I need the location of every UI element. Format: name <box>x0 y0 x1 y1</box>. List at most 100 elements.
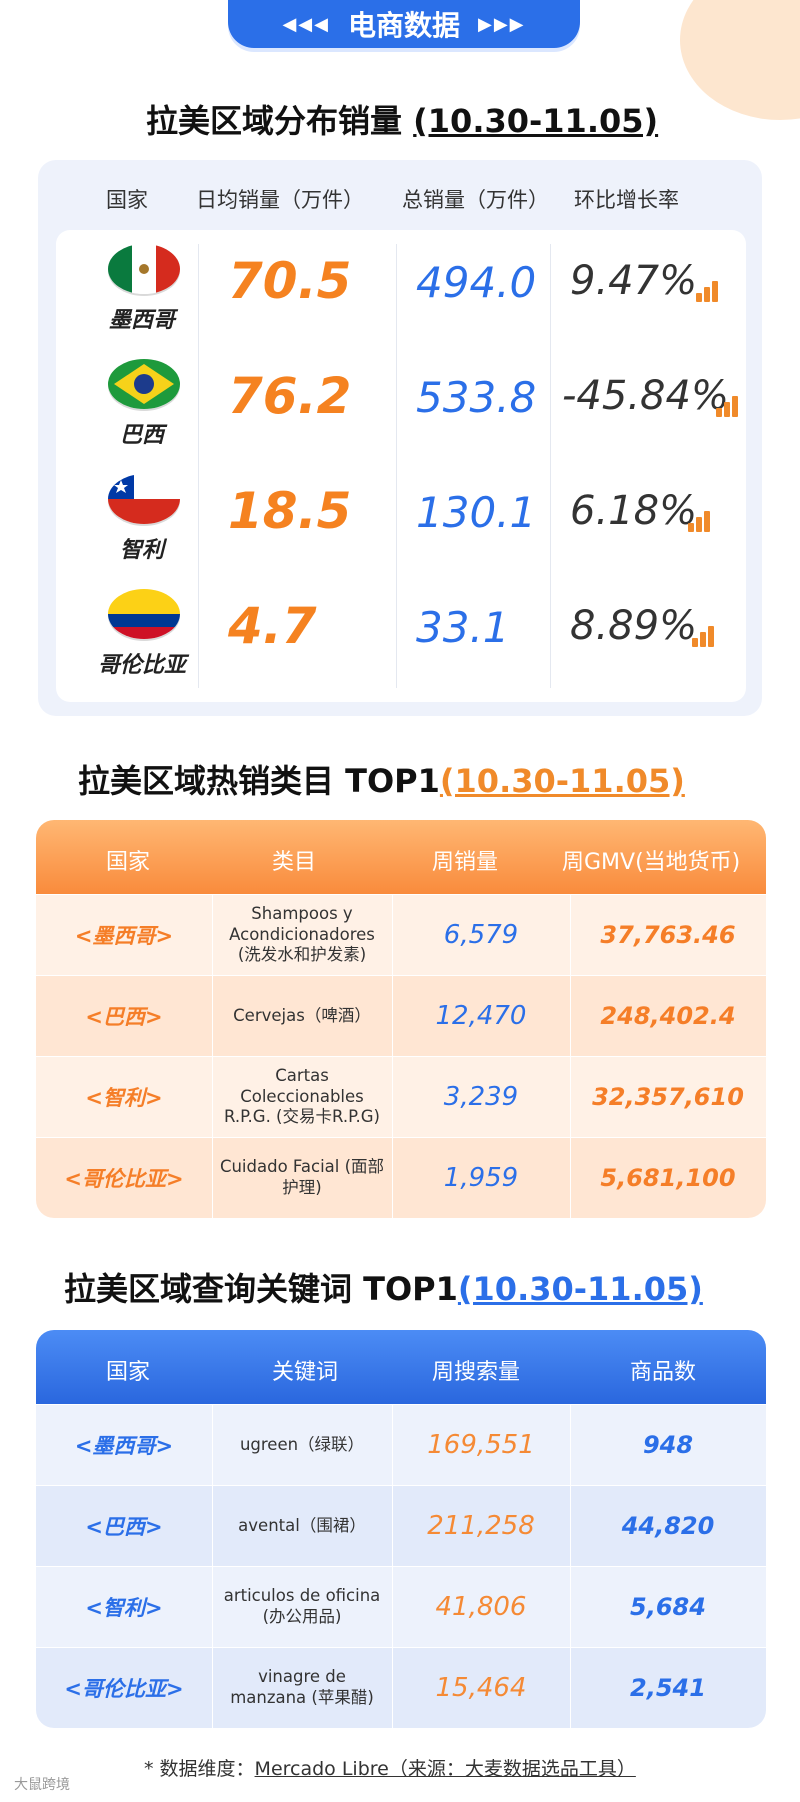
section1-range: (10.30-11.05) <box>413 102 659 140</box>
header-total-sales: 总销量（万件） <box>402 188 549 212</box>
growth-rate-value: -45.84% <box>562 373 729 419</box>
section2-title-text: 拉美区域热销类目 TOP1 <box>78 762 440 800</box>
country-name: 智利 <box>119 538 164 563</box>
section3-title-text: 拉美区域查询关键词 TOP1 <box>64 1270 458 1308</box>
section3-range: (10.30-11.05) <box>457 1270 703 1308</box>
daily-sales-value: 76.2 <box>228 367 352 425</box>
trend-icon <box>714 391 740 417</box>
sales-row: 墨西哥 70.5 494.0 9.47% <box>56 230 746 345</box>
search-keyword-header: 国家 关键词 周搜索量 商品数 <box>36 1330 766 1404</box>
country-cell: <巴西> <box>85 1005 163 1029</box>
header-weekly-searches: 周搜索量 <box>432 1360 521 1385</box>
header-growth-rate: 环比增长率 <box>574 188 679 212</box>
product-count-cell: 2,541 <box>630 1674 706 1702</box>
table-row: <哥伦比亚> vinagre de manzana (苹果醋) 15,464 2… <box>36 1647 766 1728</box>
header-product-count: 商品数 <box>630 1360 697 1385</box>
section3-title: 拉美区域查询关键词 TOP1(10.30-11.05) <box>64 1264 703 1310</box>
data-source-note: * 数据维度：Mercado Libre（来源：大麦数据选品工具） <box>144 1754 636 1781</box>
watermark: 大鼠跨境 <box>14 1777 70 1793</box>
weekly-searches-cell: 211,258 <box>427 1511 535 1541</box>
weekly-sales-cell: 3,239 <box>443 1082 519 1112</box>
chile-flag-icon <box>108 474 180 524</box>
weekly-searches-cell: 41,806 <box>435 1592 527 1622</box>
product-count-cell: 948 <box>642 1431 694 1459</box>
trend-up-icon <box>694 276 720 302</box>
header-keyword: 关键词 <box>272 1360 339 1385</box>
table-row: <墨西哥> ugreen（绿联） 169,551 948 <box>36 1404 766 1485</box>
product-count-cell: 5,684 <box>630 1593 706 1621</box>
category-cell: Cuidado Facial (面部护理) <box>219 1157 385 1197</box>
section1-title-text: 拉美区域分布销量 <box>146 102 414 140</box>
header-daily-sales: 日均销量（万件） <box>196 188 364 212</box>
weekly-sales-cell: 1,959 <box>443 1163 519 1193</box>
left-arrows-icon: ◀◀◀ <box>282 13 330 35</box>
banner-title: 电商数据 <box>347 9 460 42</box>
growth-rate-value: 9.47% <box>570 258 698 304</box>
mexico-flag-icon <box>108 244 180 294</box>
header-banner: ◀◀◀ 电商数据 ▶▶▶ <box>228 0 580 48</box>
category-cell: Cartas Coleccionables R.P.G. (交易卡R.P.G) <box>224 1066 380 1127</box>
header-weekly-gmv: 周GMV(当地货币) <box>562 850 741 875</box>
sales-table-header: 国家 日均销量（万件） 总销量（万件） 环比增长率 <box>38 184 762 214</box>
corner-decoration <box>680 0 800 120</box>
category-cell: Shampoos y Acondicionadores (洗发水和护发素) <box>229 904 375 965</box>
colombia-flag-icon <box>108 589 180 639</box>
country-cell: <哥伦比亚> <box>64 1677 184 1701</box>
daily-sales-value: 4.7 <box>228 597 317 655</box>
trend-up-icon <box>690 621 716 647</box>
weekly-searches-cell: 15,464 <box>435 1673 527 1703</box>
right-arrows-icon: ▶▶▶ <box>478 13 526 35</box>
keyword-cell: ugreen（绿联） <box>239 1434 365 1454</box>
header-country: 国家 <box>106 1360 151 1385</box>
country-cell: <巴西> <box>85 1515 163 1539</box>
keyword-cell: articulos de oficina (办公用品) <box>223 1586 381 1626</box>
keyword-cell: vinagre de manzana (苹果醋) <box>230 1667 374 1707</box>
footer-prefix: * 数据维度： <box>144 1758 255 1780</box>
daily-sales-value: 70.5 <box>228 252 352 310</box>
country-cell: <墨西哥> <box>74 924 174 948</box>
sales-row: 哥伦比亚 4.7 33.1 8.89% <box>56 575 746 690</box>
table-row: <巴西> avental（围裙） 211,258 44,820 <box>36 1485 766 1566</box>
weekly-gmv-cell: 37,763.46 <box>600 921 736 949</box>
daily-sales-value: 18.5 <box>228 482 352 540</box>
country-name: 哥伦比亚 <box>97 653 186 678</box>
search-keyword-rows: <墨西哥> ugreen（绿联） 169,551 948 <巴西> aventa… <box>36 1404 766 1728</box>
country-cell: <智利> <box>85 1086 163 1110</box>
table-row: <智利> Cartas Coleccionables R.P.G. (交易卡R.… <box>36 1056 766 1137</box>
brazil-flag-icon <box>108 359 180 409</box>
sales-table-body: 墨西哥 70.5 494.0 9.47% 巴西 76.2 533.8 -45.8… <box>56 230 746 702</box>
weekly-searches-cell: 169,551 <box>427 1430 535 1460</box>
category-cell: Cervejas（啤酒） <box>233 1005 371 1025</box>
country-name: 巴西 <box>119 423 164 448</box>
header-weekly-sales: 周销量 <box>432 850 499 875</box>
column-divider <box>198 244 199 688</box>
growth-rate-value: 8.89% <box>570 603 698 649</box>
column-divider <box>550 244 551 688</box>
sales-row: 智利 18.5 130.1 6.18% <box>56 460 746 575</box>
weekly-gmv-cell: 5,681,100 <box>600 1164 736 1192</box>
total-sales-value: 533.8 <box>416 373 537 422</box>
hot-category-rows: <墨西哥> Shampoos y Acondicionadores (洗发水和护… <box>36 894 766 1218</box>
hot-category-table: 国家 类目 周销量 周GMV(当地货币) <墨西哥> Shampoos y Ac… <box>36 820 766 1218</box>
table-row: <巴西> Cervejas（啤酒） 12,470 248,402.4 <box>36 975 766 1056</box>
table-row: <墨西哥> Shampoos y Acondicionadores (洗发水和护… <box>36 894 766 975</box>
section2-range: (10.30-11.05) <box>439 762 685 800</box>
weekly-sales-cell: 6,579 <box>443 920 519 950</box>
weekly-gmv-cell: 32,357,610 <box>592 1083 744 1111</box>
section2-title: 拉美区域热销类目 TOP1(10.30-11.05) <box>78 756 685 802</box>
weekly-sales-cell: 12,470 <box>435 1001 527 1031</box>
sales-distribution-card: 国家 日均销量（万件） 总销量（万件） 环比增长率 墨西哥 70.5 494.0… <box>38 160 762 716</box>
footer-source: Mercado Libre（来源：大麦数据选品工具） <box>254 1758 636 1780</box>
country-name: 墨西哥 <box>108 308 175 333</box>
header-country: 国家 <box>106 850 151 875</box>
growth-rate-value: 6.18% <box>570 488 698 534</box>
weekly-gmv-cell: 248,402.4 <box>600 1002 736 1030</box>
column-divider <box>396 244 397 688</box>
country-cell: <哥伦比亚> <box>64 1167 184 1191</box>
hot-category-header: 国家 类目 周销量 周GMV(当地货币) <box>36 820 766 894</box>
product-count-cell: 44,820 <box>621 1512 715 1540</box>
header-country: 国家 <box>106 188 148 212</box>
trend-up-icon <box>686 506 712 532</box>
total-sales-value: 33.1 <box>416 603 510 652</box>
